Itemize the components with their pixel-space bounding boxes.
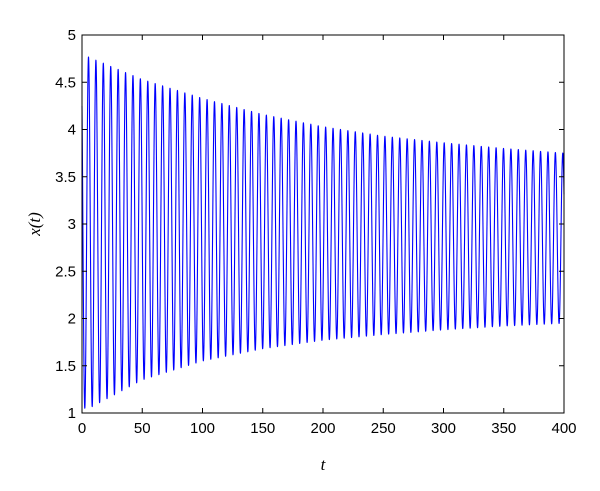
- x-tick-label: 100: [190, 420, 215, 437]
- y-axis-label: x(t): [25, 212, 44, 237]
- x-tick-label: 250: [371, 420, 396, 437]
- y-tick-label: 2.5: [55, 263, 76, 280]
- y-tick-label: 3.5: [55, 169, 76, 186]
- series-layer: [81, 56, 565, 409]
- y-tick-label: 2: [68, 311, 76, 328]
- x-tick-label: 300: [431, 420, 456, 437]
- y-tick-label: 3: [68, 216, 76, 233]
- x-tick-label: 400: [551, 420, 576, 437]
- ticks-layer: 0 50 100 150 200 250 300 350 400 1 1.5 2 2.5 3 3.5 4 4.5…: [55, 27, 576, 437]
- y-tick-label: 4: [68, 122, 76, 139]
- x-tick-label: 150: [250, 420, 275, 437]
- x-tick-label: 50: [134, 420, 151, 437]
- series-line: [81, 56, 565, 409]
- x-tick-label: 0: [78, 420, 86, 437]
- y-tick-label: 1.5: [55, 358, 76, 375]
- y-tick-label: 5: [68, 27, 76, 44]
- x-tick-label: 350: [491, 420, 516, 437]
- y-tick-label: 1: [68, 405, 76, 422]
- x-axis-label: t: [321, 455, 327, 474]
- x-tick-label: 200: [310, 420, 335, 437]
- y-tick-label: 4.5: [55, 74, 76, 91]
